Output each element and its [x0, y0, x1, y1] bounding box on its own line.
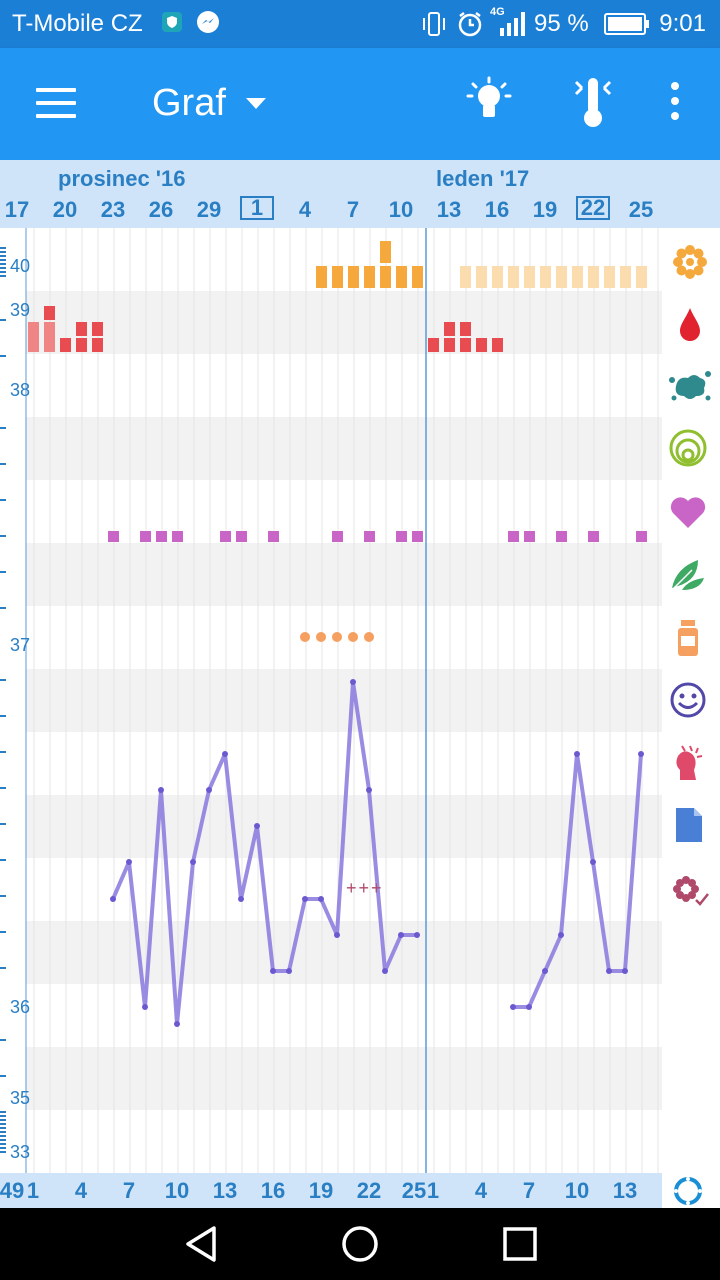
day-label[interactable]: 7	[346, 197, 360, 222]
system-nav-bar	[0, 1208, 720, 1280]
clock: 9:01	[659, 10, 706, 37]
smiley-icon[interactable]	[668, 680, 708, 720]
cycle-day-label: 19	[308, 1178, 334, 1203]
cycle-day-label: 1	[426, 1178, 440, 1203]
day-label[interactable]: 17	[4, 197, 30, 222]
alarm-icon	[458, 12, 482, 37]
background-bands	[26, 228, 662, 1173]
axis-label: 36	[10, 997, 30, 1017]
axis-label: 33	[10, 1142, 30, 1162]
day-label[interactable]: 10	[388, 197, 414, 222]
pain-icon[interactable]	[670, 742, 706, 782]
carrier-label: T-Mobile CZ	[12, 10, 143, 37]
lightbulb-icon[interactable]	[464, 74, 514, 130]
cycle-day-label: 10	[564, 1178, 590, 1203]
fertile-bars	[316, 241, 423, 288]
status-bar: T-Mobile CZ 4G 95 % 9:01	[0, 0, 720, 48]
axis-label: 37	[10, 635, 30, 655]
day-label[interactable]: 29	[196, 197, 222, 222]
vibrate-icon	[423, 12, 445, 36]
shield-app-icon	[162, 12, 182, 32]
pill-bottle-icon[interactable]	[676, 618, 700, 658]
cycle-day-label: 49	[0, 1178, 25, 1203]
page-title: Graf	[152, 82, 226, 124]
date-header: prosinec '16 leden '17 17 20 23 26 29 1 …	[0, 160, 720, 228]
leaf-icon[interactable]	[668, 554, 708, 594]
cycle-day-label: 1	[26, 1178, 40, 1203]
cycle-chart[interactable]: 40 39 38 37 36 35 33 +++	[0, 228, 720, 1173]
cycle-day-label: 4	[74, 1178, 88, 1203]
cycle-day-footer: 49 1 4 7 10 13 16 19 22 25 1 4 7 10 13	[0, 1173, 720, 1208]
battery-icon	[604, 13, 649, 35]
back-icon[interactable]	[180, 1222, 224, 1266]
month-label-dec: prosinec '16	[58, 166, 186, 191]
sync-icon	[674, 1177, 702, 1205]
cycle-day-label: 4	[474, 1178, 488, 1203]
messenger-icon	[197, 11, 219, 33]
cycle-day-label: 13	[612, 1178, 638, 1203]
predicted-fertile-bars	[460, 266, 647, 288]
recents-icon[interactable]	[498, 1222, 542, 1266]
cycle-day-label: 22	[356, 1178, 382, 1203]
cross-markers: +++	[346, 878, 384, 898]
day-label[interactable]: 4	[298, 197, 312, 222]
intercourse-markers	[108, 531, 647, 542]
day-label[interactable]: 26	[148, 197, 174, 222]
drop-icon[interactable]	[674, 304, 706, 344]
day-label-today[interactable]: 22	[576, 196, 610, 220]
tracking-icons	[662, 228, 720, 1173]
day-label-cycle-start[interactable]: 1	[240, 196, 274, 220]
cycle-day-label: 10	[164, 1178, 190, 1203]
day-label[interactable]: 16	[484, 197, 510, 222]
scale-ticks	[0, 247, 6, 1153]
signal-icon	[500, 12, 525, 36]
day-label[interactable]: 13	[436, 197, 462, 222]
axis-label: 38	[10, 380, 30, 400]
day-label[interactable]: 19	[532, 197, 558, 222]
app-bar: Graf	[0, 48, 720, 160]
day-gridlines	[33, 228, 659, 1173]
home-icon[interactable]	[338, 1222, 382, 1266]
flower-icon[interactable]	[670, 242, 710, 282]
flower-check-icon[interactable]	[670, 872, 710, 908]
cervix-icon[interactable]	[668, 428, 708, 468]
thermometer-icon[interactable]	[568, 74, 618, 130]
heart-icon[interactable]	[668, 494, 708, 530]
month-label-jan: leden '17	[436, 166, 530, 191]
axis-label: 35	[10, 1088, 30, 1108]
day-label[interactable]: 23	[100, 197, 126, 222]
chevron-down-icon	[246, 98, 266, 109]
sync-button[interactable]	[662, 1173, 720, 1208]
hamburger-menu-icon[interactable]	[36, 88, 76, 122]
medication-dots	[300, 632, 374, 642]
overflow-menu-icon[interactable]	[650, 74, 700, 130]
note-icon[interactable]	[674, 806, 704, 844]
day-label[interactable]: 25	[628, 197, 654, 222]
day-label[interactable]: 20	[52, 197, 78, 222]
cycle-day-label: 13	[212, 1178, 238, 1203]
cycle-day-label: 7	[522, 1178, 536, 1203]
cycle-day-label: 7	[122, 1178, 136, 1203]
cycle-day-label: 16	[260, 1178, 286, 1203]
network-type: 4G	[490, 6, 505, 18]
temperature-points	[110, 679, 644, 1027]
axis-label: 39	[10, 300, 30, 320]
axis-label: 40	[10, 256, 30, 276]
splash-icon[interactable]	[668, 366, 712, 406]
battery-percent: 95 %	[534, 10, 589, 37]
period-bars	[28, 306, 503, 352]
cycle-day-label: 25	[401, 1178, 427, 1203]
